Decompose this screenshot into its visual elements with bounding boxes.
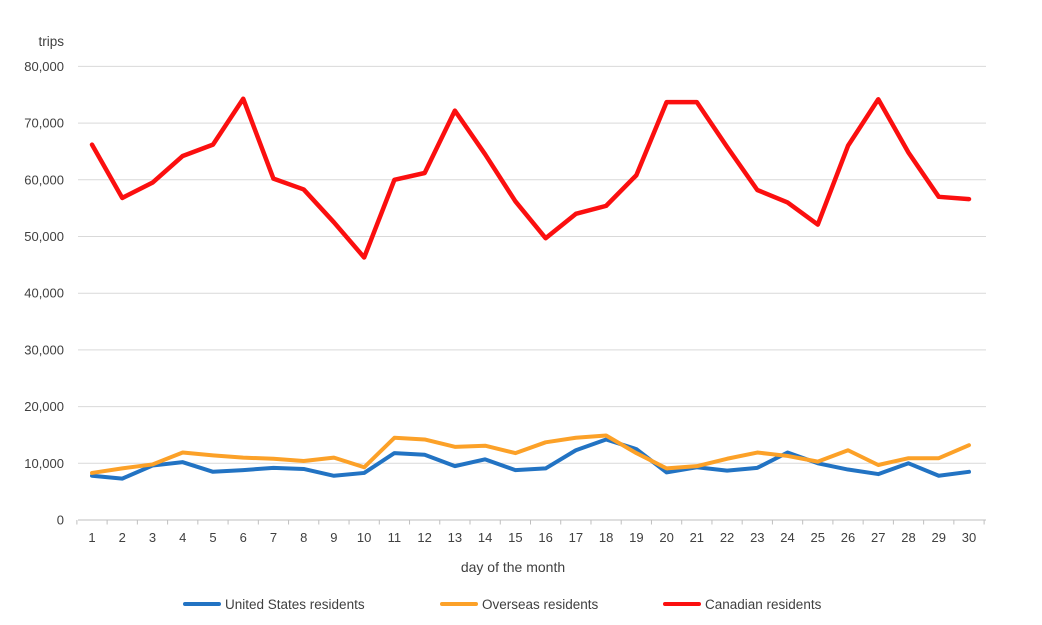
y-tick-label: 80,000 <box>24 59 64 74</box>
y-tick-label: 30,000 <box>24 342 64 357</box>
x-tick-label: 4 <box>179 530 186 545</box>
legend-swatch-canadian-residents <box>663 601 701 607</box>
x-tick-label: 1 <box>88 530 95 545</box>
x-axis-title: day of the month <box>461 559 565 575</box>
x-tick-label: 21 <box>690 530 704 545</box>
y-axis-title: trips <box>38 34 64 49</box>
x-tick-label: 22 <box>720 530 734 545</box>
legend-swatch-united-states-residents <box>183 601 221 607</box>
x-tick-label: 24 <box>780 530 794 545</box>
y-tick-label: 10,000 <box>24 456 64 471</box>
legend-label: Canadian residents <box>705 596 822 612</box>
series-line-overseas-residents <box>90 433 971 475</box>
x-tick-label: 13 <box>448 530 462 545</box>
legend-label: United States residents <box>225 596 365 612</box>
x-tick-label: 12 <box>417 530 431 545</box>
x-tick-label: 6 <box>240 530 247 545</box>
x-tick-label: 8 <box>300 530 307 545</box>
x-tick-label: 23 <box>750 530 764 545</box>
x-tick-label: 27 <box>871 530 885 545</box>
legend-item-canadian-residents: Canadian residents <box>663 594 821 614</box>
x-tick-label: 30 <box>962 530 976 545</box>
y-tick-label: 70,000 <box>24 116 64 131</box>
series-line-canadian-residents <box>89 96 972 260</box>
legend-item-overseas-residents: Overseas residents <box>440 594 598 614</box>
legend-swatch-overseas-residents <box>440 601 478 607</box>
x-tick-label: 9 <box>330 530 337 545</box>
x-tick-label: 16 <box>538 530 552 545</box>
x-tick-label: 15 <box>508 530 522 545</box>
legend-label: Overseas residents <box>482 596 599 612</box>
x-tick-label: 26 <box>841 530 855 545</box>
x-tick-label: 25 <box>811 530 825 545</box>
x-tick-label: 7 <box>270 530 277 545</box>
y-tick-label: 0 <box>57 513 64 528</box>
y-tick-label: 50,000 <box>24 229 64 244</box>
y-tick-label: 40,000 <box>24 286 64 301</box>
y-tick-label: 20,000 <box>24 399 64 414</box>
x-tick-label: 28 <box>901 530 915 545</box>
legend-item-united-states-residents: United States residents <box>183 594 365 614</box>
x-tick-label: 29 <box>932 530 946 545</box>
x-tick-label: 11 <box>388 530 402 545</box>
x-tick-label: 10 <box>357 530 371 545</box>
legend: United States residents Overseas residen… <box>0 594 1042 620</box>
x-tick-label: 17 <box>569 530 583 545</box>
y-tick-label: 60,000 <box>24 172 64 187</box>
series-line-united-states-residents <box>90 437 971 481</box>
x-tick-label: 3 <box>149 530 156 545</box>
x-tick-label: 5 <box>209 530 216 545</box>
x-tick-label: 18 <box>599 530 613 545</box>
x-tick-label: 19 <box>629 530 643 545</box>
x-tick-label: 14 <box>478 530 492 545</box>
x-tick-label: 20 <box>659 530 673 545</box>
x-tick-label: 2 <box>119 530 126 545</box>
